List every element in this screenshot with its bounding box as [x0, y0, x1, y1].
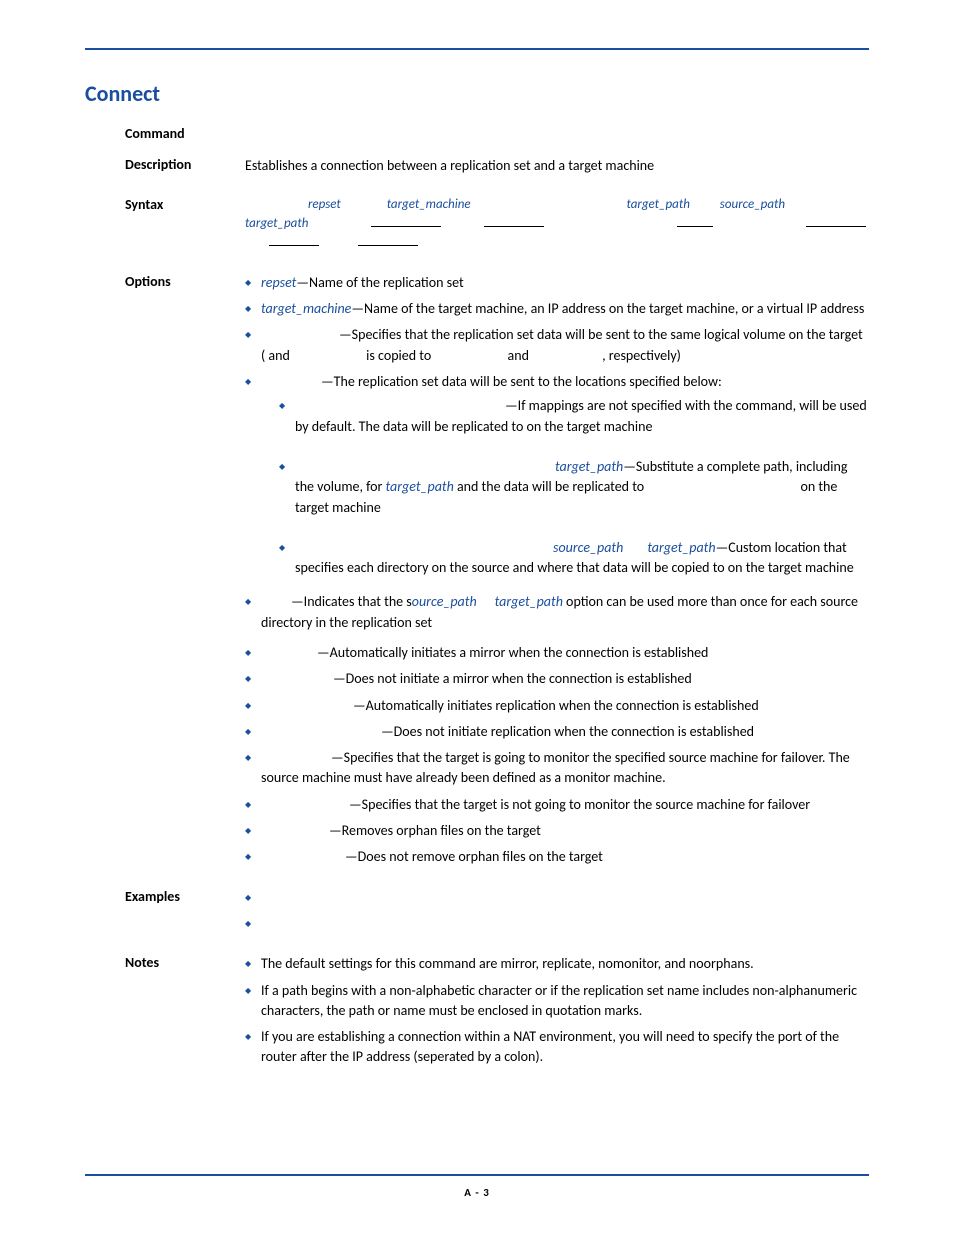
- syntax-target-path-1: target_path: [627, 197, 690, 212]
- section-title: Connect: [85, 80, 869, 107]
- sv-tail: , respectively): [602, 347, 681, 364]
- label-options: Options: [85, 273, 245, 290]
- moff-text: —Does not initiate a mirror when the con…: [333, 670, 692, 687]
- opt-orphans-off: —Does not remove orphan files on the tar…: [245, 847, 869, 867]
- syntax-source-path: source_path: [720, 197, 785, 212]
- opt-target-machine: target_machine—Name of the target machin…: [245, 299, 869, 319]
- ind-t1: ource_path: [412, 593, 477, 610]
- sub-list: —If mappings are not specified with the …: [279, 396, 869, 578]
- page: Connect Command Description Establishes …: [0, 0, 954, 1235]
- opt-repl-on: —Automatically initiates replication whe…: [245, 696, 869, 716]
- opt-orphans-on: —Removes orphan files on the target: [245, 821, 869, 841]
- orp-text: —Removes orphan files on the target: [329, 822, 541, 839]
- opt-mirror-on: —Automatically initiates a mirror when t…: [245, 643, 869, 663]
- label-syntax: Syntax: [85, 196, 245, 213]
- opt-repl-off: —Does not initiate replication when the …: [245, 722, 869, 742]
- row-examples: Examples: [85, 888, 869, 941]
- content-examples: [245, 888, 869, 941]
- opt-same-volume: —Specifies that the replication set data…: [245, 325, 869, 366]
- row-syntax: Syntax repset target_machine target_path…: [85, 196, 869, 253]
- sub-default-map: —If mappings are not specified with the …: [279, 396, 869, 437]
- sub-target-path: target_path—Substitute a complete path, …: [279, 457, 869, 518]
- s3-t1: source_path: [553, 539, 623, 556]
- opt-repset: repset—Name of the replication set: [245, 273, 869, 293]
- sv-mid3: and: [504, 347, 532, 364]
- content-description: Establishes a connection between a repli…: [245, 156, 869, 176]
- sub-custom-loc: source_pathtarget_path—Custom location t…: [279, 538, 869, 579]
- content-syntax: repset target_machine target_path source…: [245, 196, 869, 253]
- ro-text: —Automatically initiates replication whe…: [353, 697, 759, 714]
- ind-a: —Indicates that the s: [291, 593, 412, 610]
- example-1: [245, 888, 869, 908]
- row-notes: Notes The default settings for this comm…: [85, 954, 869, 1073]
- syntax-line-2: target_path: [245, 215, 869, 234]
- syntax-target-path-2: target_path: [245, 216, 308, 231]
- opt-repset-term: repset: [261, 274, 296, 291]
- s2-term: target_path: [555, 458, 623, 475]
- row-options: Options repset—Name of the replication s…: [85, 273, 869, 874]
- sv-mid2: is copied to: [363, 347, 434, 364]
- label-command: Command: [85, 125, 245, 142]
- note-3: If you are establishing a connection wit…: [245, 1027, 869, 1068]
- page-number: A - 3: [464, 1186, 490, 1199]
- content-notes: The default settings for this command ar…: [245, 954, 869, 1073]
- s2b: and the data will be replicated to: [454, 478, 648, 495]
- content-options: repset—Name of the replication set targe…: [245, 273, 869, 874]
- notes-list: The default settings for this command ar…: [245, 954, 869, 1067]
- opt-indicates: —Indicates that the source_path target_pa…: [245, 592, 869, 633]
- monoff-text: —Specifies that the target is not going …: [349, 796, 810, 813]
- opt-mirror-off: —Does not initiate a mirror when the con…: [245, 669, 869, 689]
- opt-repset-text: —Name of the replication set: [296, 274, 463, 291]
- mo-text: —Automatically initiates a mirror when t…: [317, 644, 708, 661]
- opt-tm-term: target_machine: [261, 300, 351, 317]
- row-command: Command: [85, 125, 869, 142]
- ind-t2: target_path: [495, 593, 563, 610]
- syntax-repset: repset: [308, 197, 341, 212]
- options-list: repset—Name of the replication set targe…: [245, 273, 869, 868]
- s1c: on the target machine: [527, 418, 653, 435]
- opt-monitor-on: —Specifies that the target is going to m…: [245, 748, 869, 789]
- page-footer: A - 3: [85, 1174, 869, 1199]
- examples-list: [245, 888, 869, 935]
- roff-text: —Does not initiate replication when the …: [381, 723, 754, 740]
- syntax-line-3: [245, 234, 869, 253]
- row-description: Description Establishes a connection bet…: [85, 156, 869, 176]
- mon-text: —Specifies that the target is going to m…: [261, 749, 850, 786]
- s2-tp: target_path: [386, 478, 454, 495]
- label-notes: Notes: [85, 954, 245, 971]
- note-2: If a path begins with a non-alphabetic c…: [245, 981, 869, 1022]
- s3-t2: target_path: [647, 539, 715, 556]
- s1a: —If mappings are not specified with the …: [505, 397, 799, 414]
- top-rule: [85, 48, 869, 50]
- label-examples: Examples: [85, 888, 245, 905]
- lb-text: —The replication set data will be sent t…: [321, 373, 722, 390]
- syntax-line-1: repset target_machine target_path source…: [245, 196, 869, 215]
- sv-lead: —Specifies that the replication set data…: [261, 326, 863, 363]
- orpoff-text: —Does not remove orphan files on the tar…: [345, 848, 603, 865]
- label-description: Description: [85, 156, 245, 173]
- opt-locations-below: —The replication set data will be sent t…: [245, 372, 869, 578]
- sv-mid1: and: [265, 347, 293, 364]
- syntax-target-machine: target_machine: [387, 197, 471, 212]
- opt-monitor-off: —Specifies that the target is not going …: [245, 795, 869, 815]
- example-2: [245, 914, 869, 934]
- note-1: The default settings for this command ar…: [245, 954, 869, 974]
- opt-tm-text: —Name of the target machine, an IP addre…: [351, 300, 864, 317]
